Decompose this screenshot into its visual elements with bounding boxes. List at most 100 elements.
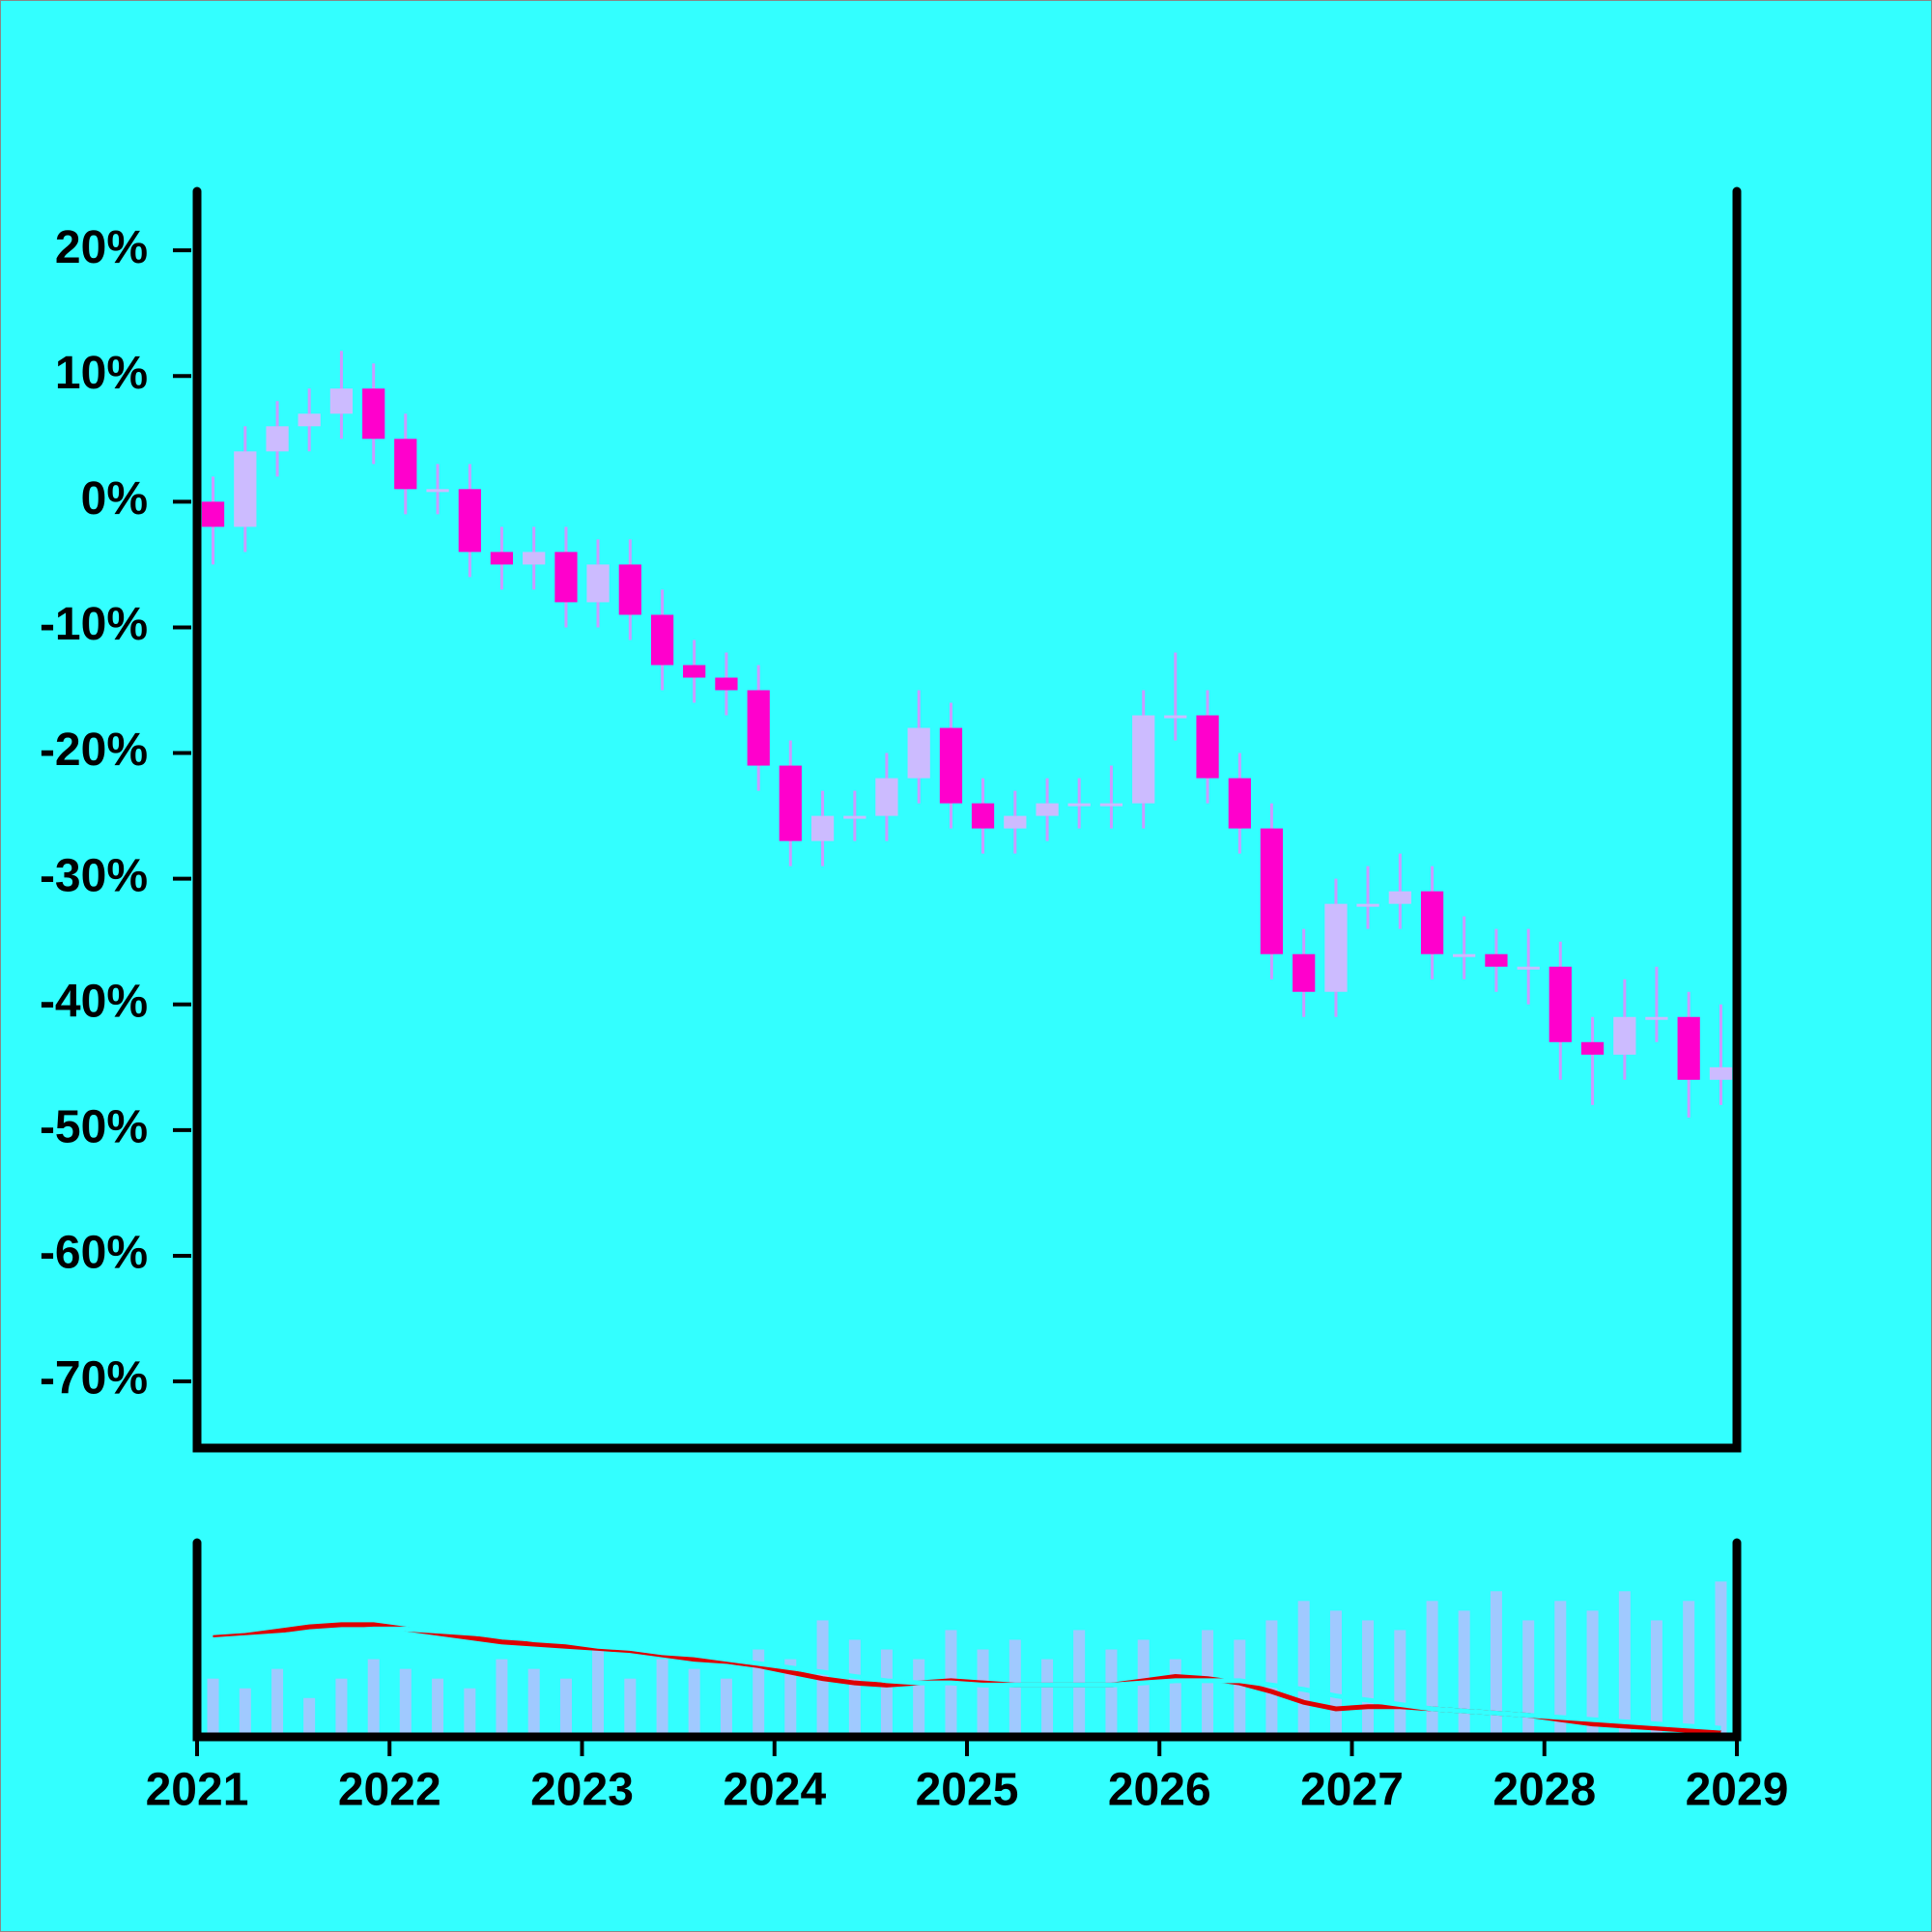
axis-frame xyxy=(192,186,1742,1453)
candle-body xyxy=(1196,715,1219,779)
volume-bar xyxy=(624,1678,637,1737)
volume-bar xyxy=(880,1649,893,1737)
candle-body xyxy=(907,727,930,779)
candle-body xyxy=(1293,953,1316,992)
volume-bar xyxy=(335,1678,348,1737)
volume-bar xyxy=(1394,1630,1406,1737)
volume-bar xyxy=(1554,1601,1567,1737)
candle-body xyxy=(810,815,835,841)
candle-body xyxy=(1645,1016,1668,1020)
candle-body xyxy=(779,765,802,841)
candle-body xyxy=(1228,778,1251,829)
candle-body xyxy=(1485,953,1508,967)
y-tick-label: -20% xyxy=(40,724,148,776)
y-tick-label: -10% xyxy=(40,599,148,650)
volume-bar xyxy=(1234,1639,1246,1737)
x-tick-label: 2024 xyxy=(723,1765,826,1816)
candle-body xyxy=(458,489,481,553)
volume-bar xyxy=(720,1678,732,1737)
candle-body xyxy=(266,426,289,452)
volume-bar xyxy=(1715,1581,1727,1737)
candle-body xyxy=(490,552,514,565)
volume-bar xyxy=(1202,1630,1214,1737)
y-tick-label: -30% xyxy=(40,850,148,901)
y-tick-label: 20% xyxy=(55,222,148,273)
volume-bar xyxy=(1586,1610,1599,1737)
candle-body xyxy=(715,677,738,691)
axis-frame xyxy=(192,1538,1742,1742)
candle-body xyxy=(329,388,354,414)
volume-bar xyxy=(1458,1610,1470,1737)
candle-body xyxy=(362,388,385,440)
volume-bar xyxy=(303,1697,316,1737)
candle-body xyxy=(394,439,417,490)
candle-body xyxy=(1548,966,1572,1042)
x-tick-label: 2025 xyxy=(916,1765,1019,1816)
volume-bar xyxy=(1265,1620,1278,1737)
volume-bar xyxy=(1329,1610,1342,1737)
candle-body xyxy=(586,564,610,603)
volume-bar xyxy=(271,1668,284,1737)
volume-bar xyxy=(1618,1591,1631,1737)
candle-body xyxy=(1260,828,1284,954)
candle-body xyxy=(201,501,225,527)
volume-bar xyxy=(399,1668,412,1737)
candle-body xyxy=(1613,1016,1636,1055)
y-tick-label: -40% xyxy=(40,976,148,1027)
volume-bar xyxy=(1041,1659,1054,1737)
y-tick-label: 10% xyxy=(55,348,148,399)
candle-body xyxy=(1709,1066,1733,1080)
candle-body xyxy=(1004,815,1027,829)
candle-body xyxy=(523,552,546,565)
candle-body xyxy=(939,727,963,804)
candle-body xyxy=(1517,966,1540,970)
volume-bar xyxy=(1683,1601,1695,1737)
candle-body xyxy=(1067,803,1091,807)
candle-body xyxy=(747,690,770,766)
y-tick-label: -70% xyxy=(40,1353,148,1405)
x-tick-label: 2028 xyxy=(1492,1765,1596,1816)
volume-bar xyxy=(1105,1649,1118,1737)
candle-body xyxy=(1036,803,1059,816)
x-tick-label: 2026 xyxy=(1108,1765,1211,1816)
candle-body xyxy=(1420,891,1444,954)
candle-body xyxy=(554,552,578,603)
candle-body xyxy=(618,564,641,615)
volume-bar xyxy=(1426,1601,1438,1737)
volume-bar xyxy=(848,1639,861,1737)
x-tick-label: 2023 xyxy=(530,1765,634,1816)
volume-bar xyxy=(1009,1639,1021,1737)
volume-bar xyxy=(913,1659,925,1737)
x-tick-label: 2021 xyxy=(146,1765,249,1816)
volume-bar xyxy=(1522,1620,1535,1737)
candle-body xyxy=(426,489,449,493)
candle-body xyxy=(1356,903,1379,907)
candle-body xyxy=(234,451,257,527)
volume-bar xyxy=(1297,1601,1310,1737)
volume-bar xyxy=(207,1678,219,1737)
volume-bar xyxy=(1362,1620,1375,1737)
volume-bar xyxy=(753,1649,765,1737)
volume-bar xyxy=(977,1649,989,1737)
candle-body xyxy=(1324,903,1348,992)
candle-body xyxy=(298,413,321,427)
volume-bar xyxy=(527,1668,540,1737)
candle-body xyxy=(1132,715,1155,804)
candle-body xyxy=(1388,891,1411,904)
candle-body xyxy=(1164,715,1187,719)
volume-bar xyxy=(1169,1659,1181,1737)
y-tick-label: -60% xyxy=(40,1228,148,1279)
candle-body xyxy=(875,778,898,816)
volume-bar xyxy=(592,1649,605,1737)
volume-bar xyxy=(688,1668,700,1737)
y-tick-label: 0% xyxy=(81,473,148,525)
candle-body xyxy=(971,803,995,829)
volume-bar xyxy=(656,1659,668,1737)
volume-bar xyxy=(239,1688,251,1737)
candle-body xyxy=(683,665,706,678)
volume-bar xyxy=(1137,1639,1150,1737)
candle-body xyxy=(843,815,867,819)
candle-body xyxy=(1580,1041,1605,1055)
